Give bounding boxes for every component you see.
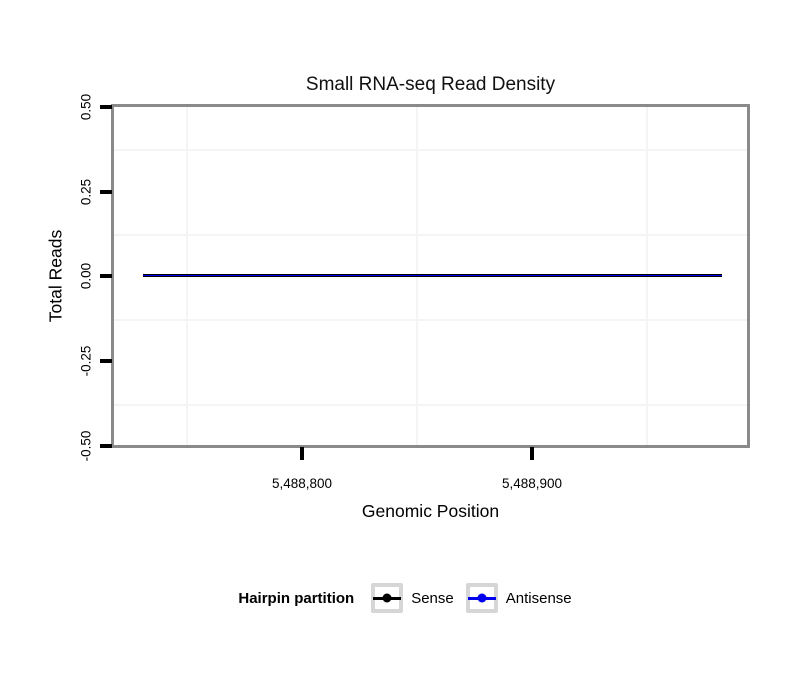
y-tick-mark — [100, 105, 112, 109]
minor-gridline-horizontal — [114, 149, 747, 151]
legend-title: Hairpin partition — [238, 589, 355, 607]
y-tick-label: -0.50 — [78, 430, 94, 462]
legend-label-sense: Sense — [411, 589, 454, 607]
minor-gridline-horizontal — [114, 234, 747, 236]
x-tick-mark — [300, 447, 304, 460]
y-tick-mark — [100, 274, 112, 278]
sense-series-line — [143, 274, 722, 277]
y-axis-title: Total Reads — [45, 229, 66, 323]
plot-panel — [111, 104, 750, 448]
legend-label-antisense: Antisense — [505, 589, 572, 607]
y-tick-mark — [100, 444, 112, 448]
x-tick-label: 5,488,900 — [501, 476, 563, 491]
y-tick-label: 0.50 — [78, 93, 94, 121]
legend-item-antisense: Antisense — [465, 583, 572, 613]
y-tick-label: 0.25 — [78, 178, 94, 206]
chart-title: Small RNA-seq Read Density — [305, 74, 556, 95]
y-tick-label: 0.00 — [78, 262, 94, 290]
y-tick-mark — [100, 190, 112, 194]
legend-key-antisense — [465, 583, 498, 613]
y-tick-label: -0.25 — [78, 345, 94, 377]
antisense-point-glyph — [477, 593, 487, 603]
x-tick-mark — [530, 447, 534, 460]
minor-gridline-horizontal — [114, 319, 747, 321]
legend-key-sense — [371, 583, 404, 613]
legend: Hairpin partition Sense Antisense — [0, 581, 810, 615]
x-tick-label: 5,488,800 — [271, 476, 333, 491]
antisense-series-line — [143, 275, 722, 277]
legend-item-sense: Sense — [371, 583, 454, 613]
x-axis-title: Genomic Position — [361, 501, 500, 521]
minor-gridline-horizontal — [114, 404, 747, 406]
sense-point-glyph — [382, 593, 392, 603]
y-tick-mark — [100, 359, 112, 363]
